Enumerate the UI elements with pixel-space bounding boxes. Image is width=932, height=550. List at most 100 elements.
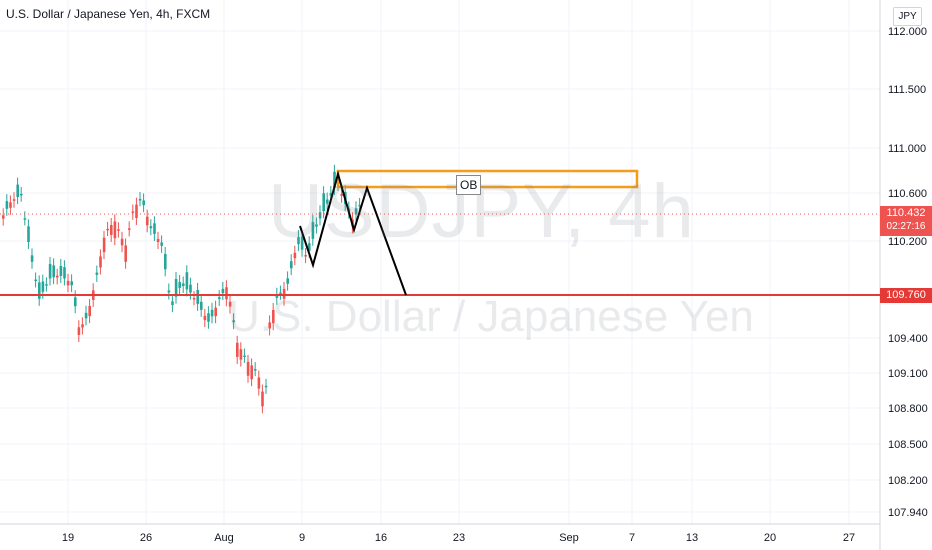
candle-body — [286, 278, 289, 284]
price-tick-label: 109.400 — [888, 333, 928, 345]
candle-body — [243, 355, 246, 358]
candle-body — [228, 301, 232, 307]
candle-body — [268, 322, 271, 329]
candle-body — [99, 256, 102, 268]
candle-body — [221, 288, 225, 294]
candle-body — [358, 204, 361, 207]
candle-body — [66, 280, 70, 286]
current-price-tag: 110.432 02:27:16 — [880, 206, 932, 236]
candle-body — [214, 307, 217, 317]
candle-body — [329, 192, 333, 196]
candle-body — [41, 281, 45, 292]
candle-body — [340, 194, 343, 196]
name-watermark: U.S. Dollar / Japanese Yen — [228, 292, 754, 341]
price-tick-label: 108.500 — [888, 439, 928, 451]
candle-body — [300, 236, 304, 250]
projection-path — [299, 170, 407, 296]
candle-body — [59, 265, 63, 276]
bar-countdown: 02:27:16 — [886, 221, 926, 232]
time-tick-label: Aug — [214, 532, 234, 544]
candle-body — [84, 312, 88, 319]
candle-body — [20, 193, 23, 196]
candle-body — [275, 294, 279, 298]
candle-body — [156, 238, 160, 243]
candle-body — [106, 228, 109, 231]
candle-body — [74, 297, 77, 307]
candle-body — [297, 237, 300, 245]
chart-title[interactable]: U.S. Dollar / Japanese Yen, 4h, FXCM — [6, 7, 211, 21]
candle-body — [9, 202, 12, 208]
price-tick-label: 111.500 — [888, 84, 926, 96]
candle-body — [232, 320, 235, 323]
price-tick-label: 107.940 — [888, 507, 928, 519]
candle-body — [88, 305, 91, 317]
candle-body — [160, 242, 163, 246]
candle-body — [5, 201, 9, 209]
candle-body — [326, 199, 329, 204]
candle-body — [167, 290, 171, 293]
candle-body — [282, 288, 286, 299]
candle-body — [171, 301, 174, 306]
order-block-rectangle — [336, 169, 639, 189]
candle-body — [293, 252, 297, 259]
candle-body — [110, 225, 113, 235]
time-tick-label: 16 — [375, 532, 387, 544]
candle-body — [315, 224, 318, 227]
candle-body — [189, 284, 192, 293]
candle-body — [174, 279, 178, 297]
candle-body — [279, 292, 282, 295]
time-tick-label: 26 — [140, 532, 152, 544]
candle-body — [207, 313, 210, 322]
price-tick-label: 108.200 — [888, 475, 928, 487]
candle-body — [113, 221, 117, 239]
symbol-watermark: USDJPY, 4h — [268, 169, 695, 254]
candle-body — [250, 365, 253, 380]
candle-body — [333, 171, 336, 188]
candle-body — [63, 267, 66, 279]
candle-body — [210, 309, 214, 317]
candle-body — [178, 282, 181, 288]
price-tick-label: 110.600 — [888, 188, 927, 200]
time-tick-label: 9 — [299, 532, 305, 544]
time-tick-label: 23 — [453, 532, 465, 544]
candle-body — [254, 369, 257, 371]
candle-body — [117, 229, 120, 231]
current-price-value: 110.432 — [886, 207, 926, 219]
candle-body — [135, 204, 138, 218]
candle-body — [182, 283, 185, 286]
candle-body — [124, 245, 127, 262]
candle-body — [146, 216, 149, 226]
price-tick-label: 109.100 — [888, 368, 928, 380]
candle-body — [318, 212, 322, 219]
candle-body — [77, 327, 81, 335]
candle-body — [272, 310, 275, 324]
candle-body — [164, 253, 167, 270]
candle-body — [290, 261, 293, 269]
candle-body — [239, 349, 243, 360]
candle-body — [322, 193, 325, 212]
candle-body — [138, 199, 142, 201]
time-tick-label: Sep — [559, 532, 579, 544]
candle-body — [34, 279, 37, 282]
support-price-tag: 109.760 — [880, 288, 932, 303]
candle-body — [52, 265, 55, 278]
candle-body — [23, 218, 27, 220]
order-block-label[interactable]: OB — [456, 175, 482, 195]
candle-body — [246, 361, 250, 376]
candle-body — [218, 297, 221, 300]
price-tick-label: 112.000 — [888, 26, 927, 38]
time-tick-label: 27 — [843, 532, 855, 544]
time-tick-label: 19 — [62, 532, 74, 544]
candle-body — [354, 208, 358, 215]
currency-label[interactable]: JPY — [893, 7, 922, 26]
candle-body — [257, 377, 261, 389]
price-tick-label: 111.000 — [888, 143, 926, 155]
candle-body — [196, 289, 199, 304]
candle-body — [185, 272, 189, 290]
candle-body — [200, 301, 203, 310]
candle-body — [12, 199, 16, 201]
candle-body — [16, 184, 19, 198]
candle-body — [311, 222, 315, 239]
